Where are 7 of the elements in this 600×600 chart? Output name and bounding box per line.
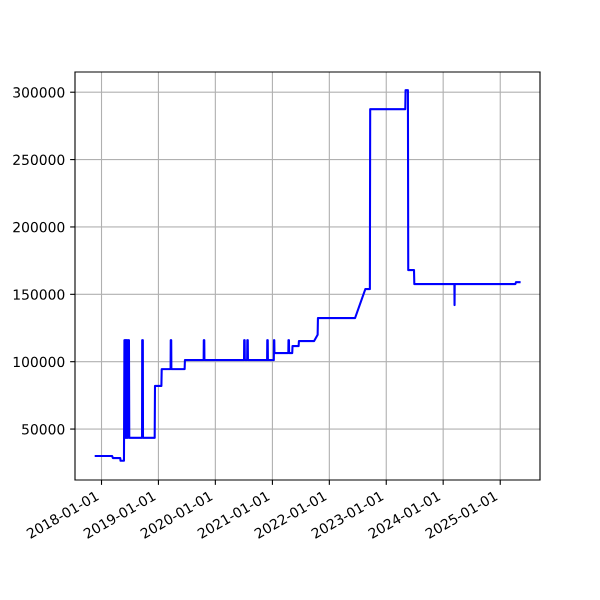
line-series bbox=[94, 89, 521, 462]
y-tick-label: 150000 bbox=[14, 289, 64, 300]
y-tick-label: 50000 bbox=[22, 424, 64, 435]
y-tick-label: 250000 bbox=[13, 154, 64, 166]
y-tick-label: 200000 bbox=[13, 222, 64, 232]
y-tick-label: 300000 bbox=[13, 87, 64, 98]
y-tick-label: 100000 bbox=[14, 356, 64, 368]
